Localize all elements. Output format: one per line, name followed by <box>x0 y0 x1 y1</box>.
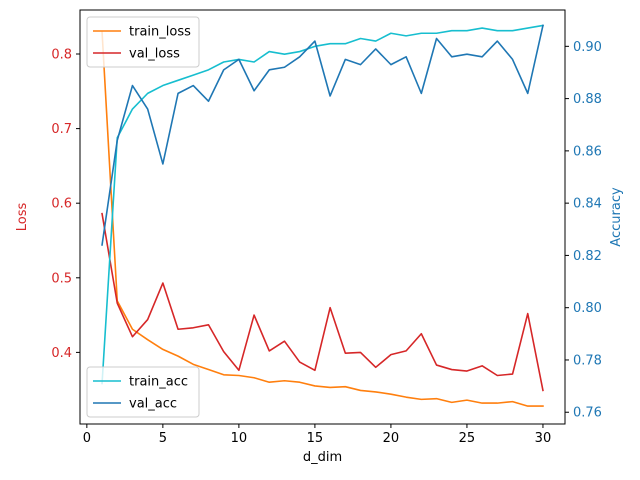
y-right-tick-label: 0.78 <box>573 353 602 368</box>
x-tick-label: 25 <box>459 431 476 446</box>
legend-box <box>86 16 200 68</box>
legend-label: val_acc <box>129 397 177 412</box>
y-axis-right-label: Accuracy <box>609 187 624 247</box>
y-right-tick-label: 0.86 <box>573 144 602 159</box>
tick-layer: 0 5 10 15 20 25 30 0.4 0.5 0.6 0.7 0.8 0.76 0.78 0.80 0… <box>51 40 602 446</box>
x-tick-label: 10 <box>231 431 248 446</box>
y-left-tick-label: 0.5 <box>51 271 72 286</box>
legend-box <box>86 366 200 418</box>
y-right-tick-label: 0.80 <box>573 301 602 316</box>
y-left-tick-label: 0.6 <box>51 197 72 212</box>
x-tick-label: 15 <box>307 431 324 446</box>
x-tick-label: 0 <box>83 431 91 446</box>
axes-frame <box>79 9 566 425</box>
legend-label: train_acc <box>129 375 188 390</box>
legend-loss: train_loss val_loss <box>86 16 200 68</box>
series-line-val-acc <box>101 24 544 246</box>
legend-accuracy: train_acc val_acc <box>86 366 200 418</box>
y-right-tick-label: 0.82 <box>573 249 602 264</box>
y-left-tick-label: 0.8 <box>51 48 72 63</box>
y-axis-left-label: Loss <box>15 203 30 232</box>
x-tick-label: 30 <box>535 431 552 446</box>
series-line-val-loss <box>101 212 544 392</box>
y-left-tick-label: 0.7 <box>51 122 72 137</box>
y-left-tick-label: 0.4 <box>51 346 72 361</box>
y-right-tick-label: 0.88 <box>573 92 602 107</box>
legend-label: val_loss <box>129 47 180 62</box>
y-right-tick-label: 0.76 <box>573 406 602 421</box>
x-tick-label: 20 <box>383 431 400 446</box>
series-line-train-acc <box>101 24 544 385</box>
series-line-train-loss <box>101 30 544 407</box>
legend-label: train_loss <box>129 25 191 40</box>
y-right-tick-label: 0.90 <box>573 40 602 55</box>
x-axis-label: d_dim <box>303 450 342 465</box>
x-tick-label: 5 <box>159 431 167 446</box>
y-right-tick-label: 0.84 <box>573 197 602 212</box>
series-lines-layer <box>101 24 544 407</box>
